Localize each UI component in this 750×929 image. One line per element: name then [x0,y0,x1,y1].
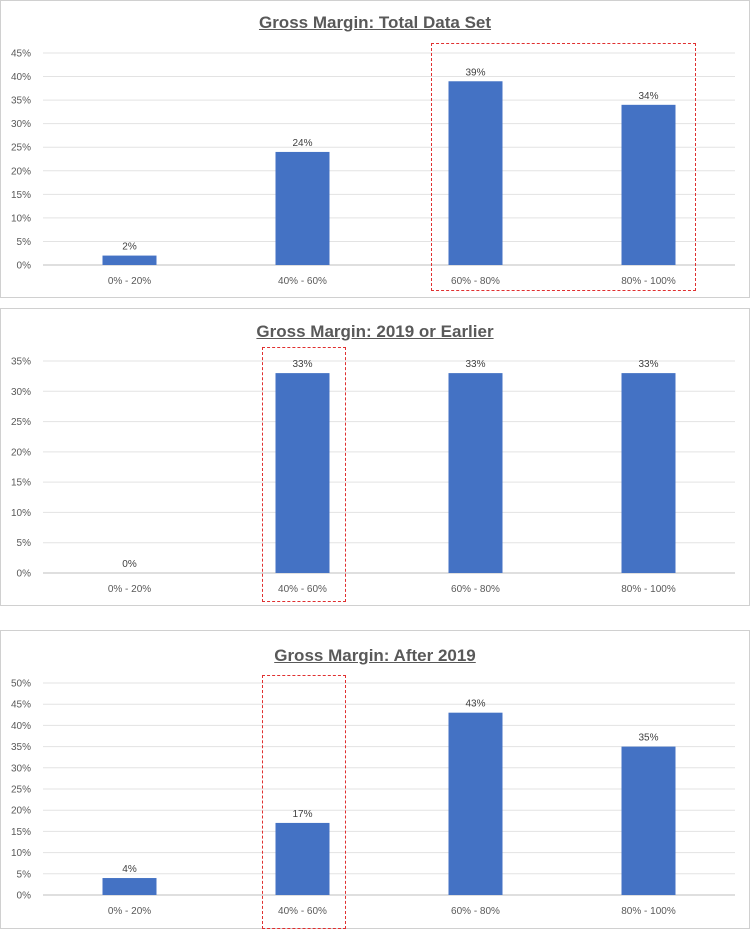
category-label: 80% - 100% [621,276,676,287]
data-label: 34% [638,91,658,102]
data-label: 0% [122,559,137,570]
y-tick-label: 35% [11,357,31,368]
bar [448,373,503,573]
chart-title: Gross Margin: After 2019 [274,646,476,665]
category-label: 60% - 80% [451,584,500,595]
data-label: 43% [465,699,485,710]
category-label: 80% - 100% [621,584,676,595]
bar-chart-after-2019: 0% 5% 10% 15% 20% 25% 30% 35% 40% 45% 50% 4% 0% - 20… [11,679,735,917]
y-tick-label: 15% [11,190,31,201]
category-label: 80% - 100% [621,906,676,917]
category-label: 40% - 60% [278,906,327,917]
chart-panel-after-2019: Gross Margin: After 2019 0% 5% 10% 15% 20% 25… [0,630,750,929]
highlight-box [430,43,696,291]
y-tick-label: 25% [11,785,31,796]
y-tick-label: 0% [17,569,32,580]
bar [275,373,330,573]
chart-panel-total-data-set: Gross Margin: Total Data Set 0% 5% 10% 15% 2… [0,0,750,298]
y-tick-label: 20% [11,806,31,817]
y-tick-label: 15% [11,478,31,489]
data-label: 4% [122,864,137,875]
category-label: 0% - 20% [108,276,151,287]
data-label: 39% [465,67,485,78]
y-tick-label: 40% [11,721,31,732]
y-tick-label: 25% [11,417,31,428]
category-label: 0% - 20% [108,906,151,917]
bar [102,878,157,895]
data-label: 33% [292,359,312,370]
highlight-box [261,675,346,929]
y-tick-label: 10% [11,848,31,859]
data-label: 24% [292,138,312,149]
highlight-box [261,347,346,602]
y-tick-label: 40% [11,72,31,83]
bar [275,822,330,895]
y-tick-label: 30% [11,763,31,774]
y-tick-label: 45% [11,49,31,60]
y-tick-label: 5% [17,237,32,248]
y-tick-label: 45% [11,700,31,711]
bar [102,255,157,265]
data-label: 33% [465,359,485,370]
category-label: 60% - 80% [451,276,500,287]
bar-chart-total-data-set: 0% 5% 10% 15% 20% 25% 30% 35% 40% 45% 2% 0% - 20% 24… [11,49,735,287]
y-tick-label: 20% [11,166,31,177]
y-tick-label: 30% [11,387,31,398]
data-label: 2% [122,242,137,253]
bar [275,151,330,265]
category-label: 40% - 60% [278,276,327,287]
y-tick-label: 20% [11,447,31,458]
bar [621,746,676,895]
y-tick-label: 0% [17,261,32,272]
y-tick-label: 35% [11,96,31,107]
y-tick-label: 5% [17,538,32,549]
y-tick-label: 50% [11,679,31,690]
y-tick-label: 35% [11,742,31,753]
bar [448,81,503,266]
data-label: 17% [292,809,312,820]
bar [448,712,503,895]
chart-panel-2019-or-earlier: Gross Margin: 2019 or Earlier 0% 5% 10% 15%… [0,308,750,606]
y-tick-label: 25% [11,143,31,154]
chart-title: Gross Margin: Total Data Set [258,13,492,32]
data-label: 35% [638,733,658,744]
y-tick-label: 15% [11,827,31,838]
y-tick-label: 30% [11,119,31,130]
y-tick-label: 0% [17,891,32,902]
category-label: 40% - 60% [278,584,327,595]
bar [621,373,676,573]
y-tick-label: 5% [17,869,32,880]
y-tick-label: 10% [11,213,31,224]
y-tick-label: 10% [11,508,31,519]
bar-chart-2019-or-earlier: 0% 5% 10% 15% 20% 25% 30% 35% 0% 0% - 20% 33% 40% -… [11,357,735,595]
category-label: 0% - 20% [108,584,151,595]
data-label: 33% [638,359,658,370]
bar [621,104,676,265]
chart-title: Gross Margin: 2019 or Earlier [256,322,494,341]
category-label: 60% - 80% [451,906,500,917]
